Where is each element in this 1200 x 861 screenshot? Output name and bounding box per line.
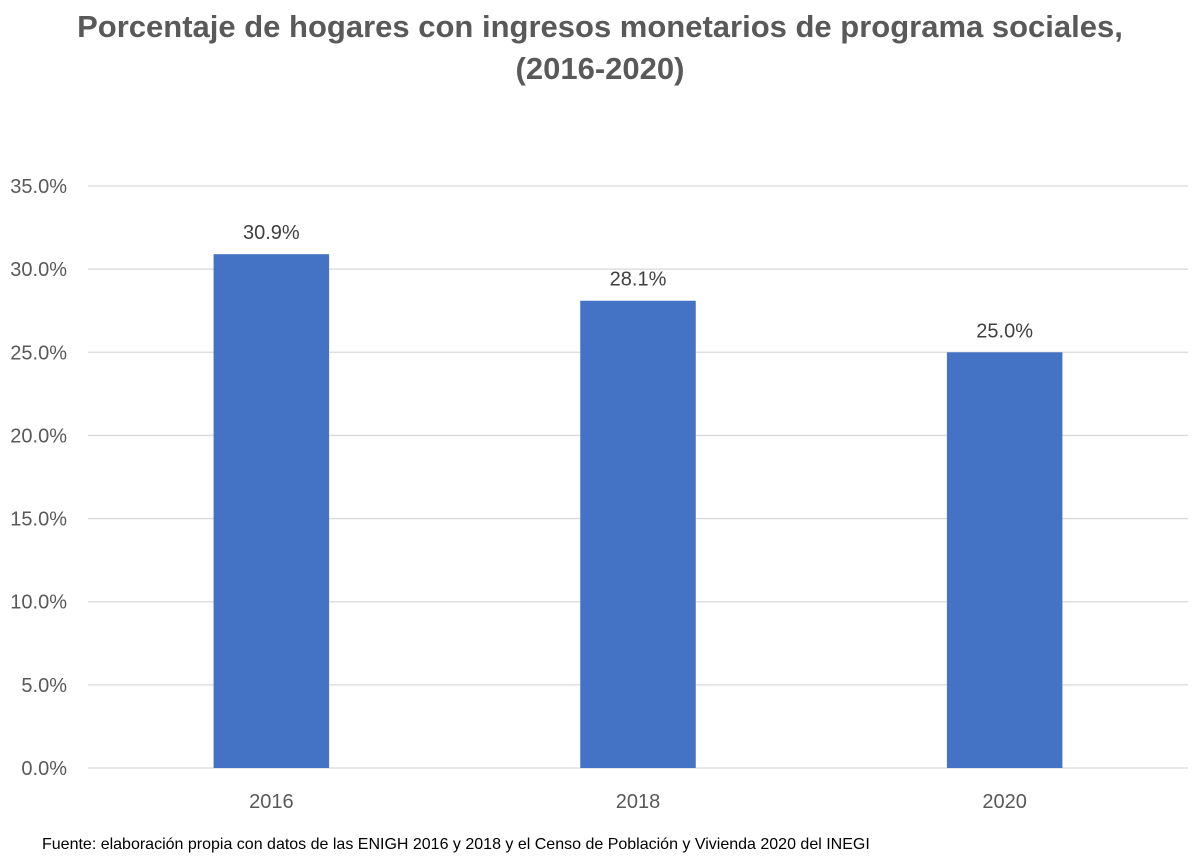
y-tick-label: 20.0% (10, 425, 67, 447)
x-tick-label: 2018 (616, 791, 661, 813)
y-tick-label: 30.0% (10, 259, 67, 281)
bar-2016 (213, 254, 330, 769)
y-tick-label: 25.0% (10, 342, 67, 364)
data-label: 30.9% (243, 222, 300, 244)
y-tick-label: 10.0% (10, 592, 67, 614)
data-label: 28.1% (610, 269, 667, 291)
data-label: 25.0% (976, 320, 1033, 342)
y-tick-label: 5.0% (21, 675, 67, 697)
x-tick-label: 2020 (982, 791, 1027, 813)
x-tick-label: 2016 (249, 791, 294, 813)
chart-title-line-2: (2016-2020) (515, 51, 685, 86)
source-footnote: Fuente: elaboración propia con datos de … (42, 836, 870, 853)
y-tick-label: 0.0% (21, 758, 67, 780)
chart-title-line-1: Porcentaje de hogares con ingresos monet… (77, 9, 1123, 44)
y-tick-label: 15.0% (10, 509, 67, 531)
bar-2020 (946, 352, 1063, 768)
bar-2018 (580, 300, 696, 768)
y-tick-label: 35.0% (10, 176, 67, 198)
chart-title: Porcentaje de hogares con ingresos monet… (0, 6, 1200, 90)
